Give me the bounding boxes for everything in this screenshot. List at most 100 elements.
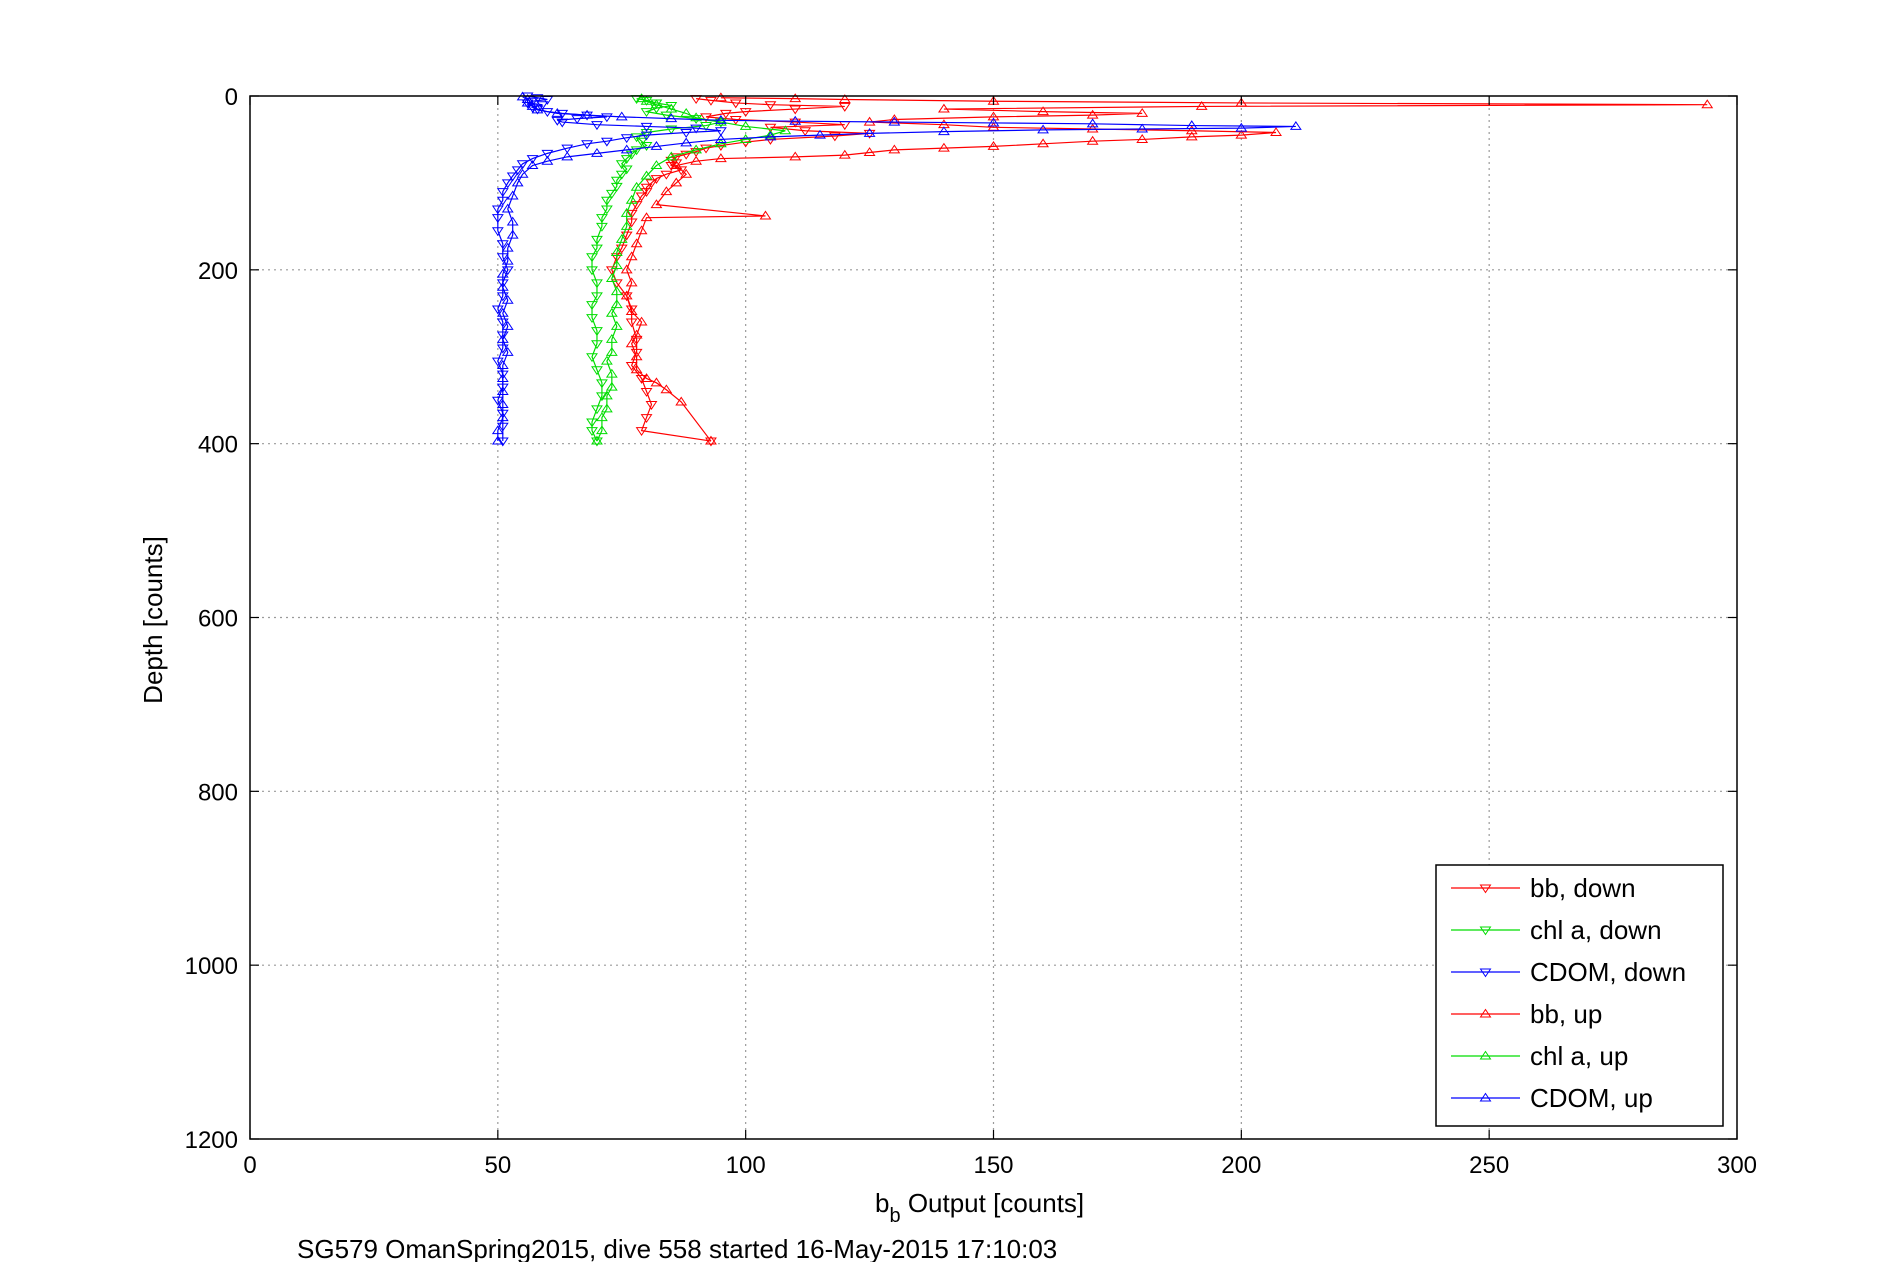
data-point — [640, 212, 653, 222]
y-tick-label: 600 — [198, 606, 238, 633]
data-point — [625, 150, 638, 160]
data-point — [625, 194, 638, 204]
data-point — [729, 99, 742, 109]
data-point — [640, 95, 653, 105]
data-point — [610, 260, 623, 269]
data-point — [591, 292, 603, 302]
data-point — [779, 125, 792, 135]
data-point — [759, 210, 772, 220]
data-point — [605, 368, 618, 378]
data-point — [1185, 131, 1198, 141]
data-point — [838, 121, 851, 131]
data-point — [506, 229, 519, 239]
data-point — [526, 160, 539, 170]
data-point — [625, 305, 638, 315]
data-point — [591, 435, 603, 445]
data-point — [496, 333, 509, 343]
data-point — [640, 388, 653, 397]
data-point — [714, 127, 727, 137]
data-point — [496, 331, 509, 341]
data-point — [496, 344, 509, 354]
y-tick-label: 1000 — [185, 953, 238, 980]
data-point — [630, 133, 643, 143]
data-point — [987, 117, 1000, 127]
data-point — [1136, 134, 1149, 143]
data-point — [690, 112, 703, 122]
data-point — [595, 392, 608, 402]
data-point — [605, 381, 618, 391]
data-point — [640, 170, 653, 180]
data-point — [501, 347, 514, 356]
data-point — [645, 179, 658, 189]
data-point — [516, 168, 529, 178]
data-point — [581, 111, 593, 121]
legend-entry: bb, down — [1451, 873, 1636, 903]
data-point — [714, 92, 727, 102]
legend-entry: bb, up — [1451, 999, 1602, 1029]
data-point — [640, 108, 653, 118]
data-point — [635, 316, 648, 326]
data-point — [591, 279, 603, 289]
data-point — [591, 327, 603, 337]
data-point — [888, 114, 901, 123]
data-point — [581, 140, 593, 150]
data-point — [496, 307, 509, 317]
data-point — [600, 137, 613, 147]
data-point — [496, 412, 509, 422]
data-point — [561, 151, 574, 161]
data-point — [719, 109, 732, 119]
data-point — [799, 127, 812, 137]
data-point — [561, 144, 574, 154]
data-point — [665, 103, 678, 113]
data-point — [789, 105, 802, 115]
data-point — [496, 281, 509, 291]
data-point — [591, 121, 603, 131]
data-point — [987, 141, 1000, 150]
data-point — [665, 102, 678, 111]
data-point — [491, 214, 504, 224]
data-point — [605, 189, 618, 199]
data-point — [789, 118, 802, 128]
data-point — [496, 386, 509, 396]
data-point — [630, 351, 643, 361]
data-point — [660, 170, 673, 180]
data-point — [630, 329, 643, 339]
data-point — [491, 425, 504, 435]
data-point — [665, 162, 678, 171]
data-point — [635, 374, 648, 384]
data-point — [511, 177, 524, 187]
data-point — [650, 175, 663, 184]
figure-caption: SG579 OmanSpring2015, dive 558 started 1… — [297, 1234, 1057, 1262]
data-point — [615, 160, 628, 170]
data-point — [501, 255, 514, 265]
data-point — [739, 108, 752, 118]
x-axis-label: bb Output [counts] — [875, 1188, 1084, 1227]
data-point — [536, 101, 549, 111]
data-point — [640, 131, 653, 141]
data-point — [670, 177, 683, 187]
legend-entry: chl a, down — [1451, 915, 1662, 945]
series-bb-up — [620, 92, 1714, 445]
data-point — [937, 142, 950, 152]
data-point — [501, 320, 514, 330]
data-point — [630, 201, 643, 211]
data-point — [764, 129, 777, 139]
data-point — [625, 218, 638, 228]
data-point — [650, 141, 663, 150]
data-point — [591, 405, 603, 415]
data-point — [620, 290, 633, 300]
data-point — [987, 111, 1000, 121]
data-point — [645, 401, 658, 410]
legend-entry: CDOM, up — [1451, 1083, 1653, 1113]
data-point — [501, 179, 514, 189]
data-point — [625, 306, 638, 316]
data-point — [595, 425, 608, 435]
data-point — [610, 182, 623, 192]
data-point — [586, 353, 598, 363]
data-point — [491, 205, 504, 215]
data-point — [630, 364, 643, 374]
data-point — [714, 116, 727, 126]
data-point — [506, 172, 519, 182]
data-point — [491, 435, 504, 445]
data-point — [650, 160, 663, 170]
